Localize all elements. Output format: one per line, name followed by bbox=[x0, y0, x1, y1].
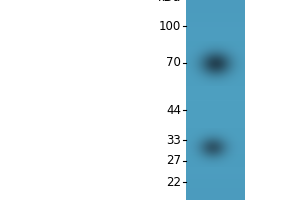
Text: 33: 33 bbox=[166, 134, 181, 146]
Text: 44: 44 bbox=[166, 104, 181, 116]
Text: 70: 70 bbox=[166, 56, 181, 70]
Text: 100: 100 bbox=[159, 20, 181, 32]
Text: 22: 22 bbox=[166, 176, 181, 188]
Text: 27: 27 bbox=[166, 154, 181, 168]
Text: kDa: kDa bbox=[158, 0, 181, 4]
